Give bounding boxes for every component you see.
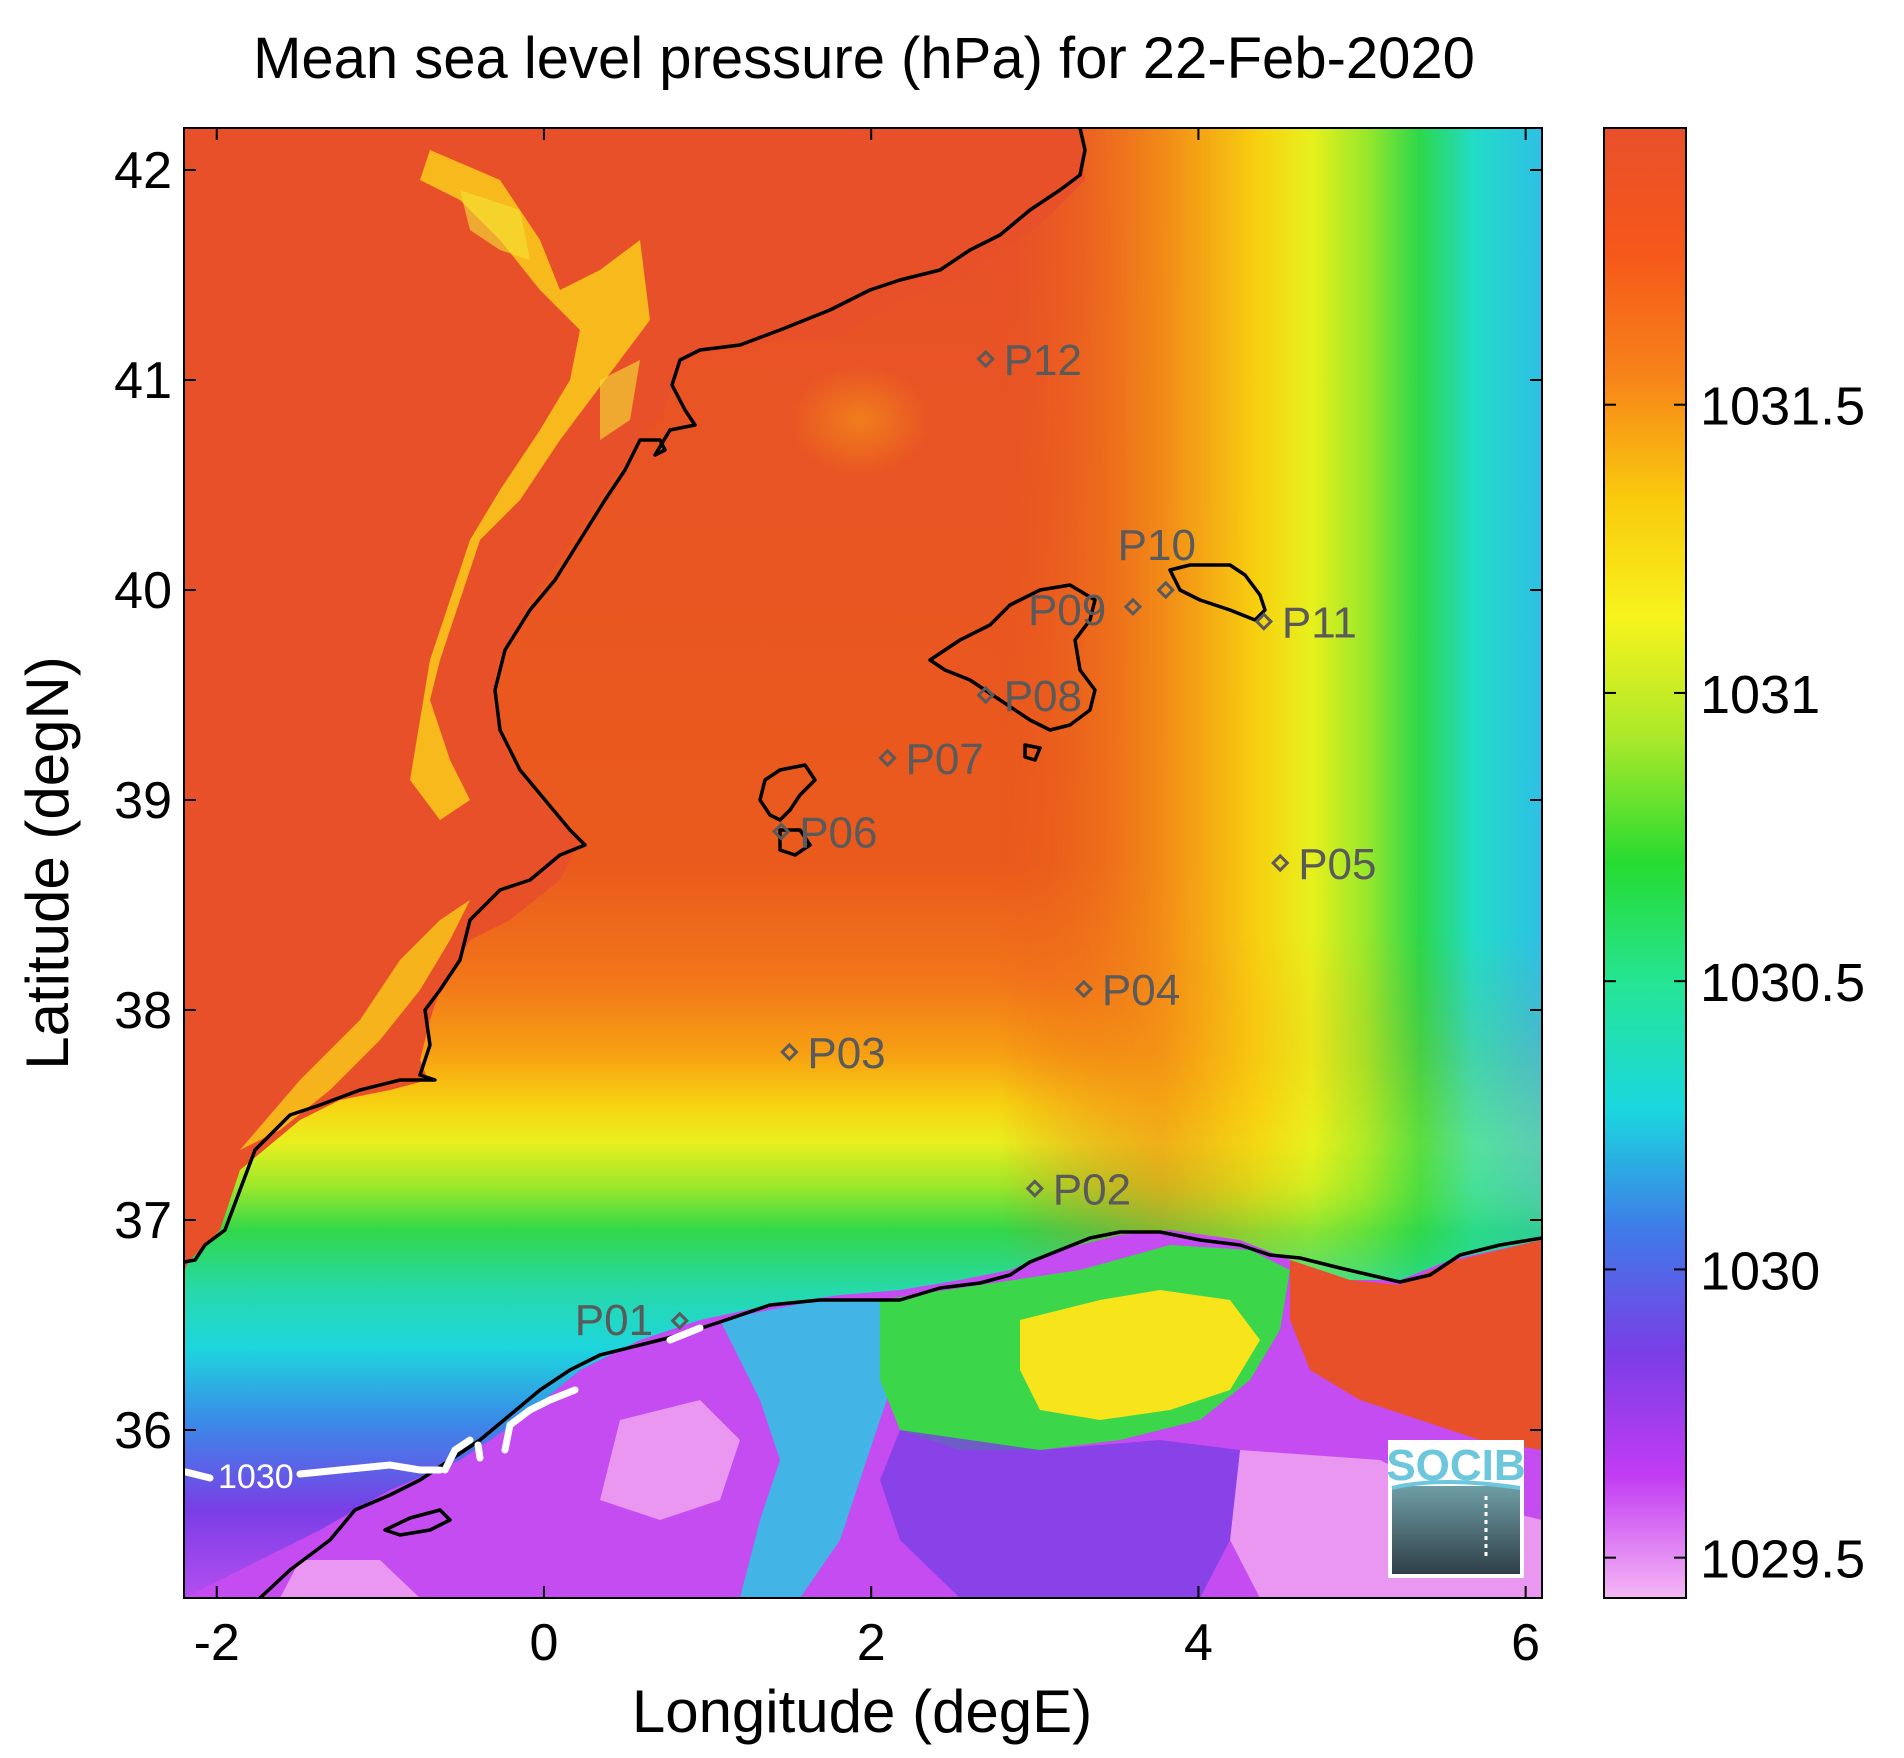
x-tick-label: -2	[194, 1614, 240, 1672]
contour-label: 1030	[218, 1458, 294, 1496]
station-p01: P01	[575, 1296, 689, 1345]
map-title: Mean sea level pressure (hPa) for 22-Feb…	[253, 26, 1475, 91]
station-marker	[670, 1311, 689, 1330]
topography-iberia-south	[240, 900, 470, 1150]
station-label: P10	[1118, 521, 1196, 570]
x-axis-ticks: -2 0 2 4 6	[194, 128, 1540, 1672]
station-label: P05	[1298, 840, 1376, 889]
coastline-iberia	[184, 128, 1087, 1264]
y-tick-label: 40	[114, 562, 172, 620]
station-p07: P07	[878, 735, 984, 784]
coastline-mallorca	[928, 583, 1097, 732]
station-p06: P06	[772, 809, 877, 858]
colorbar-tick-label: 1030	[1700, 1241, 1820, 1301]
topography-iberia	[410, 150, 650, 820]
x-tick-label: 0	[529, 1614, 558, 1672]
station-p05: P05	[1271, 840, 1377, 889]
y-tick-label: 38	[114, 982, 172, 1040]
y-tick-label: 41	[114, 352, 172, 410]
station-marker	[878, 748, 897, 768]
station-marker	[780, 1042, 799, 1062]
station-label: P11	[1282, 599, 1357, 648]
y-axis-label: Latitude (degN)	[14, 656, 81, 1070]
colorbar-tick-label: 1030.5	[1700, 953, 1865, 1013]
africa-yellow-zone	[1020, 1290, 1260, 1420]
station-marker	[1074, 979, 1094, 999]
station-label: P12	[1004, 336, 1082, 385]
coastline-menorca	[1168, 563, 1267, 622]
y-axis-ticks: 36 37 38 39 40 41 42	[114, 142, 1542, 1460]
station-label: P01	[575, 1296, 653, 1345]
y-tick-label: 37	[114, 1192, 172, 1250]
y-tick-label: 36	[114, 1402, 172, 1460]
coastline-alboran	[383, 1508, 452, 1537]
colorbar-tick-label: 1029.5	[1700, 1530, 1865, 1590]
station-p09: P09	[1028, 586, 1143, 635]
socib-logo: SOCIB	[1386, 1440, 1526, 1578]
socib-logo-text: SOCIB	[1386, 1441, 1525, 1490]
station-marker	[1271, 853, 1290, 873]
station-p08: P08	[976, 672, 1082, 721]
station-marker	[976, 685, 995, 705]
colorbar-gradient	[1603, 127, 1687, 1599]
y-tick-label: 42	[114, 142, 172, 200]
station-label: P08	[1004, 672, 1082, 721]
plot-frame	[183, 127, 1543, 1599]
station-marker	[1156, 580, 1175, 600]
station-p11: P11	[1254, 599, 1357, 648]
africa-pink-zone	[280, 1400, 1542, 1598]
station-marker	[1254, 612, 1274, 631]
africa-cyan-zone	[720, 1300, 900, 1598]
africa-orange-zone	[1290, 1240, 1542, 1450]
station-label: P09	[1028, 586, 1106, 635]
station-label: P07	[906, 735, 984, 784]
station-marker	[1123, 597, 1143, 616]
colorbar-tick-label: 1031.5	[1700, 377, 1865, 437]
topography-iberia-north	[460, 190, 640, 440]
y-tick-label: 39	[114, 772, 172, 830]
x-tick-label: 4	[1184, 1614, 1213, 1672]
station-label: P04	[1102, 966, 1180, 1015]
station-marker	[976, 349, 995, 369]
station-label: P02	[1053, 1166, 1131, 1215]
station-p12: P12	[976, 336, 1082, 385]
station-marker	[772, 822, 791, 841]
x-tick-label: 6	[1511, 1614, 1540, 1672]
station-label: P03	[807, 1029, 885, 1078]
coastline-ibiza	[758, 763, 817, 857]
station-p04: P04	[1074, 966, 1180, 1015]
pressure-blob	[790, 365, 930, 475]
colorbar: 1029.5 1030 1030.5 1031 1031.5	[1603, 127, 1865, 1599]
africa-violet-zone	[880, 1430, 1240, 1598]
station-p02: P02	[1025, 1166, 1131, 1215]
colorbar-ticks: 1029.5 1030 1030.5 1031 1031.5	[1604, 377, 1865, 1590]
station-p10: P10	[1118, 521, 1196, 600]
coastline-cabrera	[1023, 743, 1042, 762]
x-tick-label: 2	[857, 1614, 886, 1672]
x-axis-label: Longitude (degE)	[632, 1678, 1092, 1745]
contour-1030: 1030	[184, 1324, 704, 1496]
station-p03: P03	[780, 1029, 886, 1078]
station-label: P06	[799, 809, 877, 858]
station-marker	[1025, 1179, 1044, 1198]
colorbar-tick-label: 1031	[1700, 665, 1820, 725]
